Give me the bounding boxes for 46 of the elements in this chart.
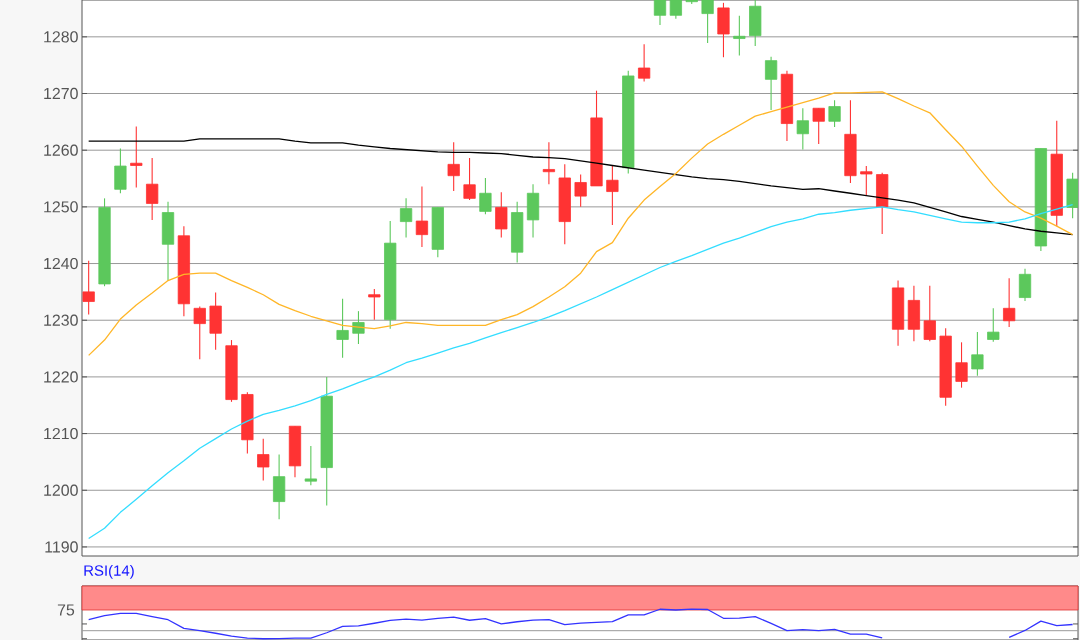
candlestick [193, 306, 206, 360]
candlestick [971, 331, 984, 377]
candlestick [812, 107, 825, 145]
candlestick [415, 185, 429, 248]
candlestick [463, 157, 476, 201]
candlestick [638, 43, 651, 83]
candlestick [542, 141, 556, 185]
candlestick [1018, 268, 1032, 302]
candlestick [923, 285, 936, 342]
y-tick-label: 1260 [44, 144, 78, 156]
y-tick-label: 1240 [44, 257, 78, 270]
candlestick [130, 125, 143, 189]
candlestick [257, 438, 270, 482]
candlestick [733, 15, 746, 57]
candlestick [1003, 277, 1016, 328]
candlestick [114, 147, 127, 194]
candlestick [399, 197, 413, 239]
y-tick-label: 1200 [44, 484, 78, 496]
candlestick [860, 165, 873, 196]
candlestick [574, 174, 587, 208]
candlestick [796, 107, 809, 151]
y-tick-label: 1230 [44, 314, 78, 326]
y-tick-label: 1280 [44, 31, 78, 43]
y-tick-label: 1220 [44, 371, 78, 383]
candlestick [368, 288, 381, 321]
candlestick [304, 445, 317, 486]
y-tick-label: 1270 [44, 87, 78, 100]
candlestick [653, 0, 667, 26]
candlestick [955, 341, 968, 389]
candlestick [987, 307, 1000, 343]
candlestick [336, 298, 349, 359]
y-tick-label: 1250 [44, 201, 78, 213]
candlestick [146, 157, 159, 221]
candlestick [701, 0, 714, 44]
y-tick-label: 1210 [44, 427, 78, 440]
candlestick [764, 56, 778, 111]
candlestick [82, 260, 95, 316]
candlestick [606, 165, 619, 226]
band-label: 75 [57, 604, 75, 616]
candlestick [828, 99, 841, 128]
candlestick [495, 191, 508, 239]
chart-title: RSI(14) [84, 564, 134, 579]
y-tick-label: 1190 [45, 541, 78, 553]
candlestick [479, 177, 492, 215]
candlestick [447, 141, 460, 192]
candlestick [352, 310, 365, 345]
